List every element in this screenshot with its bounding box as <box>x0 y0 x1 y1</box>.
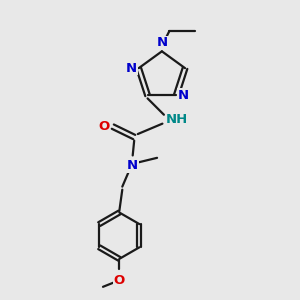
Text: NH: NH <box>165 113 188 126</box>
Text: N: N <box>156 36 167 49</box>
Text: N: N <box>126 62 137 75</box>
Text: O: O <box>114 274 125 287</box>
Text: N: N <box>178 89 189 102</box>
Text: O: O <box>99 120 110 133</box>
Text: N: N <box>127 159 138 172</box>
